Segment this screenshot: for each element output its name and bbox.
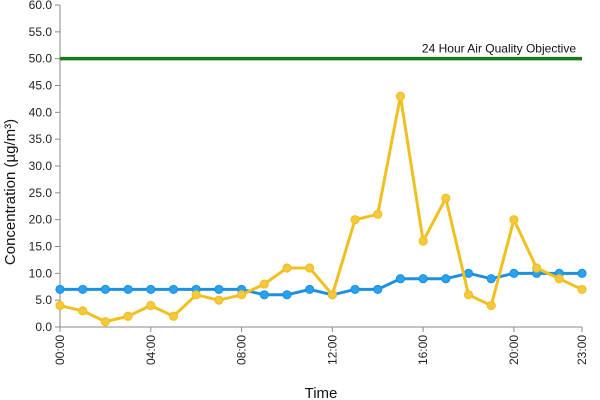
data-point-series-1	[350, 284, 360, 295]
data-point-series-2	[214, 295, 224, 305]
data-point-series-2	[532, 263, 542, 273]
data-point-series-1	[78, 284, 88, 295]
data-point-series-1	[214, 284, 224, 295]
y-tick-label: 5.0	[35, 293, 52, 307]
data-point-series-2	[418, 236, 428, 246]
y-tick-labels: 0.0 5.0 10.0 15.0 20.0 25.0 30.0 35.0 40.0 45.0 50…	[29, 0, 53, 334]
data-point-series-2	[463, 290, 474, 300]
x-tick-label: 00:00	[53, 335, 67, 365]
y-tick-label: 0.0	[35, 320, 52, 334]
data-point-series-1	[282, 290, 292, 300]
data-point-series-1	[486, 274, 496, 284]
y-tick-label: 45.0	[29, 79, 53, 93]
y-tick-label: 15.0	[29, 240, 53, 254]
data-point-series-1	[418, 274, 428, 284]
data-point-series-1	[441, 274, 451, 284]
x-tick-label: 08:00	[235, 335, 249, 365]
x-tick-label: 04:00	[144, 335, 158, 365]
data-point-series-2	[78, 306, 88, 316]
data-point-series-2	[486, 300, 496, 311]
data-point-series-2	[554, 274, 564, 284]
data-point-series-1	[395, 274, 406, 284]
y-tick-label: 10.0	[29, 266, 53, 280]
series-lines	[55, 91, 587, 327]
y-tick-label: 25.0	[29, 186, 53, 200]
x-axis-title: Time	[305, 385, 338, 400]
data-point-series-1	[463, 268, 474, 278]
data-point-series-2	[236, 290, 247, 300]
data-point-series-1	[577, 268, 587, 278]
data-point-series-2	[373, 209, 383, 219]
y-tick-label: 55.0	[29, 25, 53, 39]
series-line-1	[60, 271, 582, 297]
data-point-series-2	[509, 215, 519, 225]
x-tick-labels: 00:00 04:00 08:00 12:00 16:00 20:00 23:00	[53, 335, 589, 365]
y-tick-label: 20.0	[29, 213, 53, 227]
data-point-series-2	[395, 91, 406, 101]
data-point-series-2	[327, 290, 337, 300]
data-point-series-2	[441, 193, 451, 203]
data-point-series-1	[123, 284, 133, 295]
data-point-series-2	[282, 263, 292, 273]
reference-line-label: 24 Hour Air Quality Objective	[422, 42, 576, 56]
data-point-series-1	[55, 284, 65, 295]
data-point-series-2	[305, 263, 315, 273]
data-point-series-1	[509, 268, 519, 278]
y-tick-label: 40.0	[29, 105, 53, 119]
x-tick-label: 12:00	[325, 335, 339, 365]
data-point-series-2	[55, 300, 65, 311]
data-point-series-2	[259, 279, 269, 289]
reference-line-group: 24 Hour Air Quality Objective	[60, 42, 582, 61]
x-tick-label: 16:00	[416, 335, 430, 365]
data-point-series-2	[168, 311, 179, 321]
series-line-2	[59, 94, 583, 324]
y-tick-label: 35.0	[29, 132, 53, 146]
y-tick-label: 50.0	[29, 52, 53, 66]
x-tick-label: 23:00	[575, 335, 589, 365]
data-point-series-2	[100, 317, 110, 327]
y-axis-title: Concentration (µg/m³)	[2, 119, 19, 265]
data-point-series-1	[259, 290, 269, 300]
x-tick-label: 20:00	[507, 335, 521, 365]
y-tick-label: 30.0	[29, 159, 53, 173]
data-point-series-1	[100, 284, 110, 295]
data-point-series-2	[577, 284, 587, 295]
data-point-series-1	[168, 284, 179, 295]
data-point-series-2	[123, 311, 133, 321]
y-tick-label: 60.0	[29, 0, 53, 12]
data-point-series-1	[373, 284, 383, 295]
data-point-series-2	[350, 215, 360, 225]
data-point-series-1	[146, 284, 156, 295]
data-point-series-2	[191, 290, 201, 300]
data-point-series-2	[146, 300, 156, 311]
data-point-series-1	[305, 284, 315, 295]
